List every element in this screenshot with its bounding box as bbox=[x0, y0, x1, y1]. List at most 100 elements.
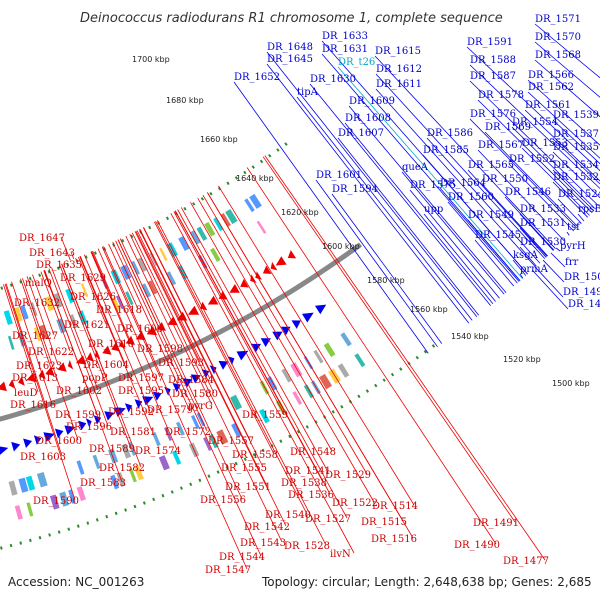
gene-label-reverse: DR_1635 bbox=[36, 260, 82, 271]
gene-label-forward: DR_1545 bbox=[475, 230, 521, 241]
feature-box bbox=[14, 505, 23, 520]
leader-line bbox=[51, 267, 99, 391]
feature-box bbox=[18, 477, 29, 493]
leader-line bbox=[504, 196, 555, 251]
leader-line bbox=[79, 256, 153, 432]
gene-arrow bbox=[207, 295, 219, 305]
feature-box bbox=[121, 443, 132, 459]
feature-box bbox=[38, 324, 49, 340]
gene-label-reverse: DR_1477 bbox=[503, 556, 549, 567]
gene-label-forward: DR_1608 bbox=[345, 113, 391, 124]
leader-line bbox=[264, 155, 546, 561]
leader-line bbox=[78, 256, 107, 325]
gene-label-forward: DR_1652 bbox=[234, 72, 280, 83]
gene-label-reverse: DR_1543 bbox=[240, 538, 286, 549]
gene-label-reverse: DR_1592 bbox=[108, 407, 154, 418]
leader-line bbox=[555, 247, 561, 252]
leader-line bbox=[344, 122, 494, 305]
leader-line bbox=[101, 246, 161, 378]
gene-arrow bbox=[200, 301, 208, 311]
leader-line bbox=[108, 243, 139, 310]
gene-label-forward: DR_1549 bbox=[468, 210, 514, 221]
gene-label-reverse: DR_1516 bbox=[371, 534, 417, 545]
gene-label-reverse: DR_1623 bbox=[16, 361, 62, 372]
feature-box bbox=[80, 283, 89, 298]
leader-line bbox=[43, 270, 123, 483]
leader-line bbox=[75, 257, 79, 265]
gene-arrow bbox=[0, 381, 7, 392]
leader-line bbox=[119, 238, 243, 500]
leader-line bbox=[206, 192, 414, 539]
gene-arrow bbox=[102, 345, 112, 355]
feature-box bbox=[68, 489, 76, 504]
feature-box bbox=[130, 260, 140, 275]
gene-arrow bbox=[209, 365, 217, 375]
feature-box bbox=[116, 295, 125, 310]
gene-arrow bbox=[167, 316, 178, 326]
gene-label-reverse: DR_1528 bbox=[284, 541, 330, 552]
tick-label: 1520 kbp bbox=[503, 355, 541, 364]
gene-label-forward: DR_1565 bbox=[468, 160, 514, 171]
feature-box bbox=[231, 423, 242, 438]
tick-label: 1500 kbp bbox=[552, 379, 590, 388]
gene-label-forward: DR_1507 bbox=[564, 272, 600, 283]
gene-arrow bbox=[78, 420, 87, 431]
feature-box bbox=[196, 226, 208, 241]
gene-label-forward: DR_1591 bbox=[467, 37, 513, 48]
tick-label: 1660 kbp bbox=[200, 135, 238, 144]
gene-label-reverse: popP bbox=[82, 373, 108, 384]
gene-arrow bbox=[255, 271, 262, 280]
feature-box bbox=[203, 437, 212, 451]
gene-arrow bbox=[93, 415, 102, 425]
gene-arrow bbox=[45, 366, 55, 376]
leader-line bbox=[262, 156, 516, 523]
gene-arrow bbox=[67, 360, 74, 370]
feature-box bbox=[137, 257, 148, 272]
gene-label-reverse: DR_1613 bbox=[12, 373, 58, 384]
leader-line bbox=[174, 210, 331, 495]
leader-line bbox=[129, 233, 213, 406]
leader-line bbox=[508, 163, 575, 232]
gene-arrow bbox=[134, 399, 143, 409]
feature-box bbox=[166, 271, 177, 286]
gene-arrow bbox=[85, 418, 92, 428]
gene-label-forward: prmA bbox=[520, 264, 549, 275]
feature-box bbox=[49, 494, 60, 510]
leader-line bbox=[180, 207, 328, 471]
leader-line bbox=[20, 278, 55, 378]
leader-line bbox=[337, 66, 523, 279]
gene-label-forward: DR_1601 bbox=[316, 170, 362, 181]
leader-line bbox=[477, 99, 593, 213]
gene-arrow bbox=[250, 274, 257, 283]
leader-line bbox=[524, 109, 600, 182]
gene-label-reverse: DR_1580 bbox=[172, 389, 218, 400]
feature-box bbox=[249, 193, 262, 209]
leader-line bbox=[197, 197, 375, 503]
gene-label-forward: pyrH bbox=[560, 241, 586, 252]
leader-line bbox=[481, 183, 548, 257]
gene-label-reverse: DR_1551 bbox=[225, 482, 271, 493]
gene-label-reverse: DR_1603 bbox=[20, 452, 66, 463]
gene-label-forward: DR_1587 bbox=[470, 71, 516, 82]
feature-box bbox=[44, 296, 55, 312]
gene-label-forward: ksgA bbox=[513, 250, 539, 261]
leader-line bbox=[512, 259, 527, 276]
feature-box bbox=[281, 368, 292, 383]
feature-box bbox=[7, 335, 15, 350]
feature-box bbox=[328, 368, 341, 384]
gene-arrow bbox=[236, 350, 249, 361]
gene-arrow bbox=[260, 338, 271, 347]
feature-box bbox=[148, 280, 158, 295]
leader-line bbox=[519, 273, 524, 279]
leader-line bbox=[70, 251, 75, 260]
gene-arrow bbox=[11, 441, 21, 452]
gene-label-reverse: DR_1589 bbox=[89, 444, 135, 455]
feature-box bbox=[59, 491, 70, 507]
leader-line bbox=[131, 232, 283, 543]
gene-label-forward: DR_1532 bbox=[553, 172, 599, 183]
leader-line bbox=[115, 240, 262, 557]
gene-arrow bbox=[33, 435, 42, 445]
gene-arrow bbox=[104, 411, 115, 421]
feature-box bbox=[70, 314, 78, 329]
feature-box bbox=[225, 209, 238, 225]
